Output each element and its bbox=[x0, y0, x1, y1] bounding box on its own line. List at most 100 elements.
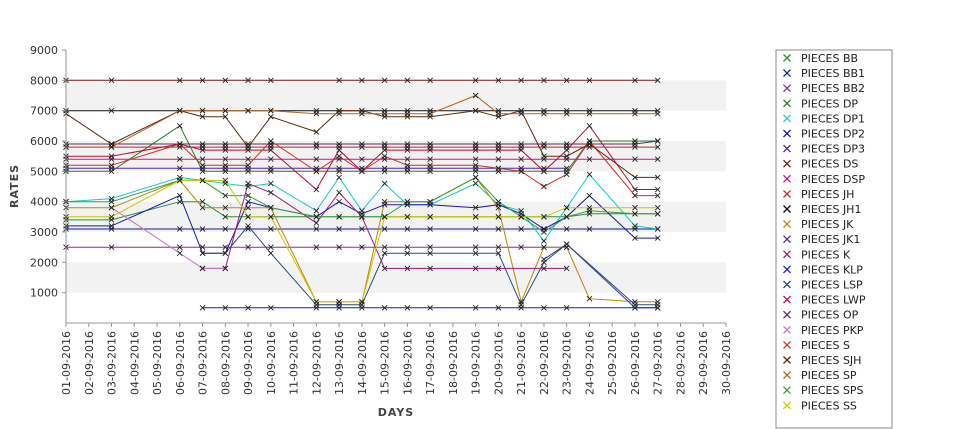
legend-label: PIECES KLP bbox=[801, 263, 863, 276]
data-point bbox=[404, 226, 411, 232]
data-point bbox=[245, 305, 251, 311]
data-point bbox=[495, 110, 502, 117]
data-point bbox=[563, 147, 570, 153]
data-point bbox=[313, 226, 320, 232]
data-point bbox=[586, 295, 593, 302]
series-markers bbox=[63, 77, 661, 311]
legend-label: PIECES DS bbox=[801, 158, 858, 171]
legend-marker bbox=[783, 310, 791, 319]
data-point bbox=[268, 165, 274, 172]
x-tick-label: 21-09-2016 bbox=[515, 331, 528, 395]
data-point bbox=[108, 214, 115, 220]
legend-marker bbox=[783, 129, 791, 138]
legend-label: PIECES BB1 bbox=[801, 67, 865, 80]
data-point bbox=[222, 156, 229, 163]
data-point bbox=[359, 298, 365, 305]
legend-item: PIECES DP2 bbox=[783, 128, 865, 141]
series-line bbox=[202, 182, 567, 269]
data-point bbox=[654, 210, 661, 217]
data-point bbox=[472, 244, 479, 250]
legend-marker bbox=[783, 401, 791, 410]
legend-label: PIECES JH bbox=[801, 188, 854, 201]
data-point bbox=[541, 153, 547, 159]
data-point bbox=[495, 198, 502, 205]
series-line bbox=[111, 207, 226, 269]
x-tick-label: 22-09-2016 bbox=[538, 331, 551, 395]
x-tick-label: 01-09-2016 bbox=[60, 331, 73, 395]
legend-item: PIECES JH bbox=[783, 188, 854, 201]
data-point bbox=[359, 226, 365, 232]
legend-label: PIECES SS bbox=[801, 399, 857, 412]
data-point bbox=[518, 156, 524, 163]
x-tick-label: 19-09-2016 bbox=[470, 331, 483, 395]
data-point bbox=[518, 141, 524, 147]
data-point bbox=[472, 204, 479, 211]
data-point bbox=[245, 156, 251, 163]
data-point bbox=[495, 156, 502, 163]
data-point bbox=[654, 204, 661, 211]
data-point bbox=[268, 305, 274, 311]
data-point bbox=[472, 226, 479, 232]
data-point bbox=[563, 214, 570, 220]
legend-marker bbox=[783, 386, 791, 395]
data-point bbox=[586, 141, 593, 147]
data-point bbox=[472, 92, 479, 99]
legend-label: PIECES SJH bbox=[801, 354, 861, 367]
grid-bands bbox=[66, 50, 726, 323]
data-point bbox=[381, 165, 388, 172]
legend-label: PIECES DP bbox=[801, 97, 858, 110]
data-point bbox=[541, 305, 547, 311]
data-point bbox=[222, 147, 229, 153]
data-point bbox=[176, 107, 183, 114]
legend-marker bbox=[783, 114, 791, 123]
data-point bbox=[541, 238, 547, 244]
data-point bbox=[563, 241, 570, 247]
data-point bbox=[245, 144, 251, 150]
data-point bbox=[108, 153, 115, 159]
data-point bbox=[222, 162, 229, 169]
grid-band bbox=[66, 80, 726, 111]
data-point bbox=[336, 165, 342, 172]
data-point bbox=[222, 244, 229, 250]
data-point bbox=[472, 250, 479, 257]
data-point bbox=[586, 192, 593, 199]
x-tick-label: 27-09-2016 bbox=[652, 331, 665, 395]
data-point bbox=[654, 77, 661, 84]
data-point bbox=[313, 214, 320, 220]
data-point bbox=[381, 110, 388, 117]
x-tick-label: 07-09-2016 bbox=[197, 331, 210, 395]
legend-marker bbox=[783, 54, 791, 62]
data-point bbox=[541, 214, 547, 220]
legend-marker bbox=[783, 250, 791, 259]
data-point bbox=[472, 305, 479, 311]
x-tick-label: 12-09-2016 bbox=[310, 331, 323, 395]
data-point bbox=[313, 168, 320, 175]
data-point bbox=[222, 250, 229, 257]
legend-label: PIECES K bbox=[801, 248, 851, 261]
x-tick-label: 25-09-2016 bbox=[606, 331, 619, 395]
data-point bbox=[518, 214, 524, 220]
x-tick-label: 03-09-2016 bbox=[106, 331, 119, 395]
data-point bbox=[472, 107, 479, 114]
data-point bbox=[427, 226, 433, 232]
x-axis-ticks: 01-09-2016 02-09-2016 03-09-2016 04-09-2016… bbox=[60, 323, 733, 395]
data-point bbox=[199, 77, 206, 84]
data-point bbox=[359, 156, 365, 163]
legend-item: PIECES DSP bbox=[783, 173, 865, 186]
data-point bbox=[563, 305, 570, 311]
data-point bbox=[176, 250, 183, 257]
data-point bbox=[404, 162, 411, 169]
x-tick-label: 30-09-2016 bbox=[720, 331, 733, 395]
legend-label: PIECES S bbox=[801, 339, 850, 352]
data-point bbox=[427, 77, 433, 84]
data-point bbox=[199, 305, 206, 311]
data-point bbox=[586, 226, 593, 232]
data-point bbox=[654, 235, 661, 241]
data-point bbox=[518, 77, 524, 84]
data-point bbox=[359, 214, 365, 220]
data-point bbox=[199, 226, 206, 232]
legend-label: PIECES JK1 bbox=[801, 233, 860, 246]
data-point bbox=[176, 177, 183, 184]
legend-label: PIECES JH1 bbox=[801, 203, 861, 216]
data-point bbox=[404, 77, 411, 84]
